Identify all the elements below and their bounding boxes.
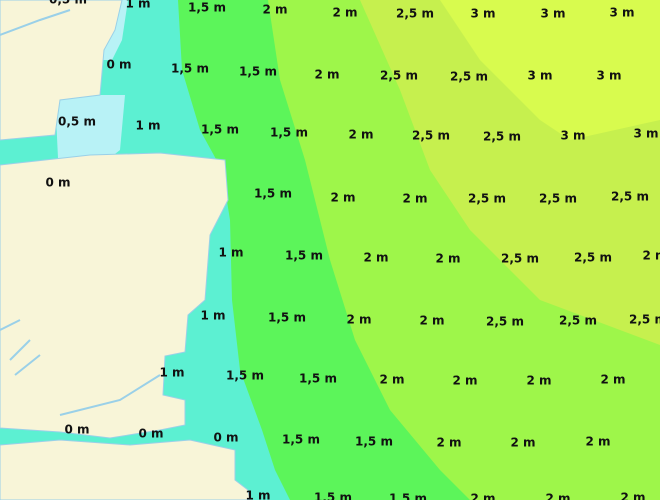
wave-label: 2,5 m: [486, 315, 524, 329]
wave-label: 2 m: [545, 492, 570, 500]
wave-label: 1,5 m: [171, 62, 209, 76]
wave-label: 2 m: [348, 128, 373, 142]
wave-label: 0,5 m: [58, 115, 96, 129]
wave-label: 0 m: [213, 431, 238, 445]
wave-label: 2 m: [436, 436, 461, 450]
wave-label: 2 m: [585, 435, 610, 449]
wave-label: 2,5 m: [380, 69, 418, 83]
wave-label: 2,5 m: [483, 130, 521, 144]
wave-label: 1,5 m: [389, 492, 427, 500]
wave-label: 2 m: [330, 191, 355, 205]
wave-label: 2 m: [435, 252, 460, 266]
wave-label: 1,5 m: [285, 249, 323, 263]
wave-label: 0 m: [64, 423, 89, 437]
wave-label: 2 m: [314, 68, 339, 82]
wave-label: 1 m: [159, 366, 184, 380]
wave-label: 1,5 m: [314, 491, 352, 500]
wave-label: 0 m: [45, 176, 70, 190]
wave-label: 3 m: [596, 69, 621, 83]
wave-label: 1,5 m: [254, 187, 292, 201]
wave-label: 2 m: [470, 492, 495, 500]
wave-label: 3 m: [470, 7, 495, 21]
wave-label: 1,5 m: [268, 311, 306, 325]
wave-label: 2 m: [510, 436, 535, 450]
labels: 0,5 m 1 m 1,5 m 2 m 2 m 2,5 m 3 m 3 m 3 m 0 m 1,5 …: [45, 0, 660, 500]
zone-3m: [440, 0, 660, 140]
zone-shallow: [55, 95, 125, 158]
wave-label: 3 m: [540, 7, 565, 21]
wave-label: 2 m: [363, 251, 388, 265]
wave-label: 2,5 m: [574, 251, 612, 265]
wave-label: 1,5 m: [201, 123, 239, 137]
land: [0, 0, 123, 141]
land: [0, 439, 251, 500]
wave-label: 2,5 m: [559, 314, 597, 328]
wave-label: 2 m: [346, 313, 371, 327]
wave-label: 2 m: [452, 374, 477, 388]
wave-label: 1 m: [218, 246, 243, 260]
wave-label: 2 m: [526, 374, 551, 388]
wave-label: 2,5 m: [611, 190, 649, 204]
wave-label: 0,5 m: [49, 0, 87, 7]
wave-label: 3 m: [609, 6, 634, 20]
wave-label: 2,5 m: [539, 192, 577, 206]
river: [0, 9, 161, 416]
wave-label: 2,5 m: [412, 129, 450, 143]
wave-label: 2 m: [332, 6, 357, 20]
wave-label: 3 m: [633, 127, 658, 141]
wave-label: 1,5 m: [282, 433, 320, 447]
wave-label: 2,5 m: [629, 313, 660, 327]
wave-label: 2 m: [620, 491, 645, 500]
wave-label: 2,5 m: [468, 192, 506, 206]
wave-label: 3 m: [560, 129, 585, 143]
wave-label: 1,5 m: [226, 369, 264, 383]
wave-label: 2 m: [600, 373, 625, 387]
wave-label: 2,5 m: [396, 7, 434, 21]
wave-label: 1,5 m: [355, 435, 393, 449]
wave-label: 1 m: [200, 309, 225, 323]
wave-label: 2,5 m: [450, 70, 488, 84]
wave-label: 1,5 m: [239, 65, 277, 79]
wave-label: 1 m: [245, 489, 270, 500]
wave-label: 2 m: [642, 249, 660, 263]
wave-label: 1,5 m: [299, 372, 337, 386]
wave-label: 2 m: [262, 3, 287, 17]
wave-label: 2 m: [402, 192, 427, 206]
wave-label: 2,5 m: [501, 252, 539, 266]
wave-label: 2 m: [379, 373, 404, 387]
wave-label: 2 m: [419, 314, 444, 328]
wave-label: 0 m: [106, 58, 131, 72]
wave-label: 1,5 m: [188, 1, 226, 15]
wave-label: 1 m: [135, 119, 160, 133]
wave-label: 1 m: [125, 0, 150, 11]
wave-label: 0 m: [138, 427, 163, 441]
wave-label: 3 m: [527, 69, 552, 83]
land: [0, 152, 229, 439]
wave-label: 1,5 m: [270, 126, 308, 140]
